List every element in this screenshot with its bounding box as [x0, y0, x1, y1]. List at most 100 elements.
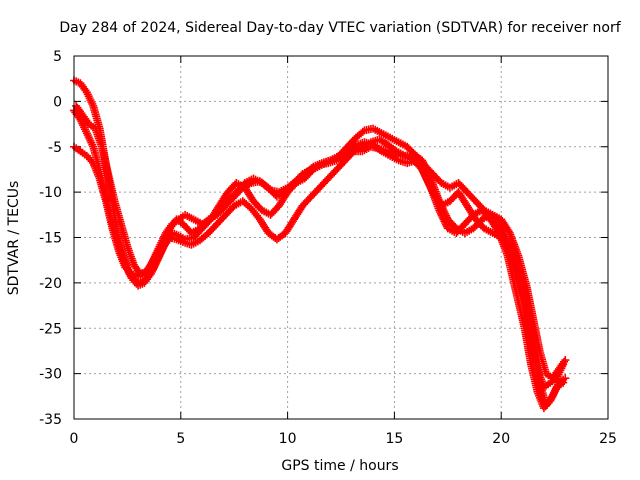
- data-point: [528, 313, 537, 322]
- data-point: [434, 195, 443, 204]
- plot-frame: [73, 55, 609, 420]
- y-tick-labels: 5 0 -5 -10 -15 -20 -25 -30 -35: [39, 49, 62, 428]
- data-point: [434, 176, 443, 185]
- data-point: [144, 273, 153, 282]
- data-point: [383, 132, 392, 141]
- data-point: [296, 205, 305, 214]
- data-point: [375, 128, 384, 137]
- data-point: [263, 183, 272, 192]
- data-point: [503, 225, 512, 234]
- data-point: [349, 136, 358, 145]
- data-point: [255, 203, 264, 212]
- data-point: [124, 266, 133, 275]
- data-point: [116, 217, 125, 226]
- data-point: [114, 245, 123, 254]
- data-point: [176, 237, 185, 246]
- grid-lines: [74, 56, 608, 419]
- data-point: [212, 209, 221, 218]
- data-point: [229, 182, 238, 191]
- data-point: [426, 166, 434, 175]
- data-point: [272, 204, 281, 213]
- data-point: [442, 211, 451, 220]
- data-point: [449, 221, 458, 230]
- data-point: [324, 157, 333, 166]
- data-point: [172, 216, 181, 225]
- data-point: [110, 195, 119, 204]
- data-point: [321, 177, 330, 186]
- data-point: [315, 159, 324, 168]
- data-point: [94, 172, 103, 181]
- y-tick-label: -35: [39, 412, 62, 428]
- data-point: [511, 285, 520, 294]
- x-tick-label: 20: [492, 431, 510, 447]
- data-point: [262, 225, 271, 234]
- data-point: [82, 116, 91, 125]
- data-point: [460, 198, 469, 207]
- data-point: [504, 227, 513, 236]
- data-point: [552, 368, 561, 377]
- data-point: [133, 266, 142, 275]
- data-point: [201, 231, 210, 240]
- data-point: [184, 225, 193, 234]
- data-point: [305, 165, 314, 174]
- data-point: [130, 277, 139, 286]
- data-point: [97, 140, 106, 149]
- data-point: [520, 322, 529, 331]
- data-point: [229, 191, 238, 200]
- x-axis-title: GPS time / hours: [281, 458, 398, 474]
- data-point: [557, 380, 566, 389]
- data-point: [287, 218, 296, 227]
- x-tick-label: 25: [599, 431, 617, 447]
- data-point: [544, 380, 553, 389]
- chart-title: Day 284 of 2024, Sidereal Day-to-day VTE…: [59, 20, 621, 36]
- data-point: [380, 138, 389, 147]
- data-point: [477, 203, 486, 212]
- data-point: [81, 127, 90, 136]
- data-point: [513, 249, 522, 258]
- data-point: [475, 218, 484, 227]
- y-tick-label: -5: [48, 140, 62, 156]
- x-tick-label: 15: [385, 431, 403, 447]
- data-point: [558, 359, 567, 368]
- data-point: [348, 143, 357, 152]
- data-point: [437, 202, 446, 211]
- data-point: [357, 129, 366, 138]
- data-point: [535, 344, 544, 353]
- data-point: [165, 223, 174, 232]
- data-point: [187, 214, 196, 223]
- data-point: [441, 209, 450, 218]
- x-tick-label: 0: [70, 431, 79, 447]
- data-point: [218, 213, 227, 222]
- y-tick-label: 5: [53, 49, 62, 65]
- data-point: [227, 204, 236, 213]
- data-point: [86, 155, 95, 164]
- data-series: [70, 76, 570, 413]
- data-point: [238, 182, 247, 191]
- data-point: [522, 281, 531, 290]
- data-point: [304, 195, 313, 204]
- y-tick-label: 0: [53, 94, 62, 110]
- data-point: [436, 199, 445, 208]
- data-point: [278, 231, 287, 240]
- data-point: [356, 147, 365, 156]
- data-point: [252, 211, 261, 220]
- data-point: [75, 107, 84, 116]
- data-point: [468, 194, 477, 203]
- data-point: [438, 204, 447, 213]
- data-point: [486, 209, 495, 218]
- data-point: [407, 150, 416, 159]
- data-point: [312, 186, 321, 195]
- data-point: [243, 201, 252, 210]
- data-point: [154, 244, 163, 253]
- data-point: [440, 208, 449, 217]
- y-tick-label: -15: [39, 231, 62, 247]
- data-point: [466, 213, 475, 222]
- data-point: [559, 357, 568, 366]
- data-point: [101, 195, 110, 204]
- data-point: [221, 191, 230, 200]
- data-point: [88, 99, 97, 108]
- data-point: [220, 200, 229, 209]
- data-point: [247, 193, 256, 202]
- data-point: [88, 140, 97, 149]
- series-3: [70, 142, 568, 392]
